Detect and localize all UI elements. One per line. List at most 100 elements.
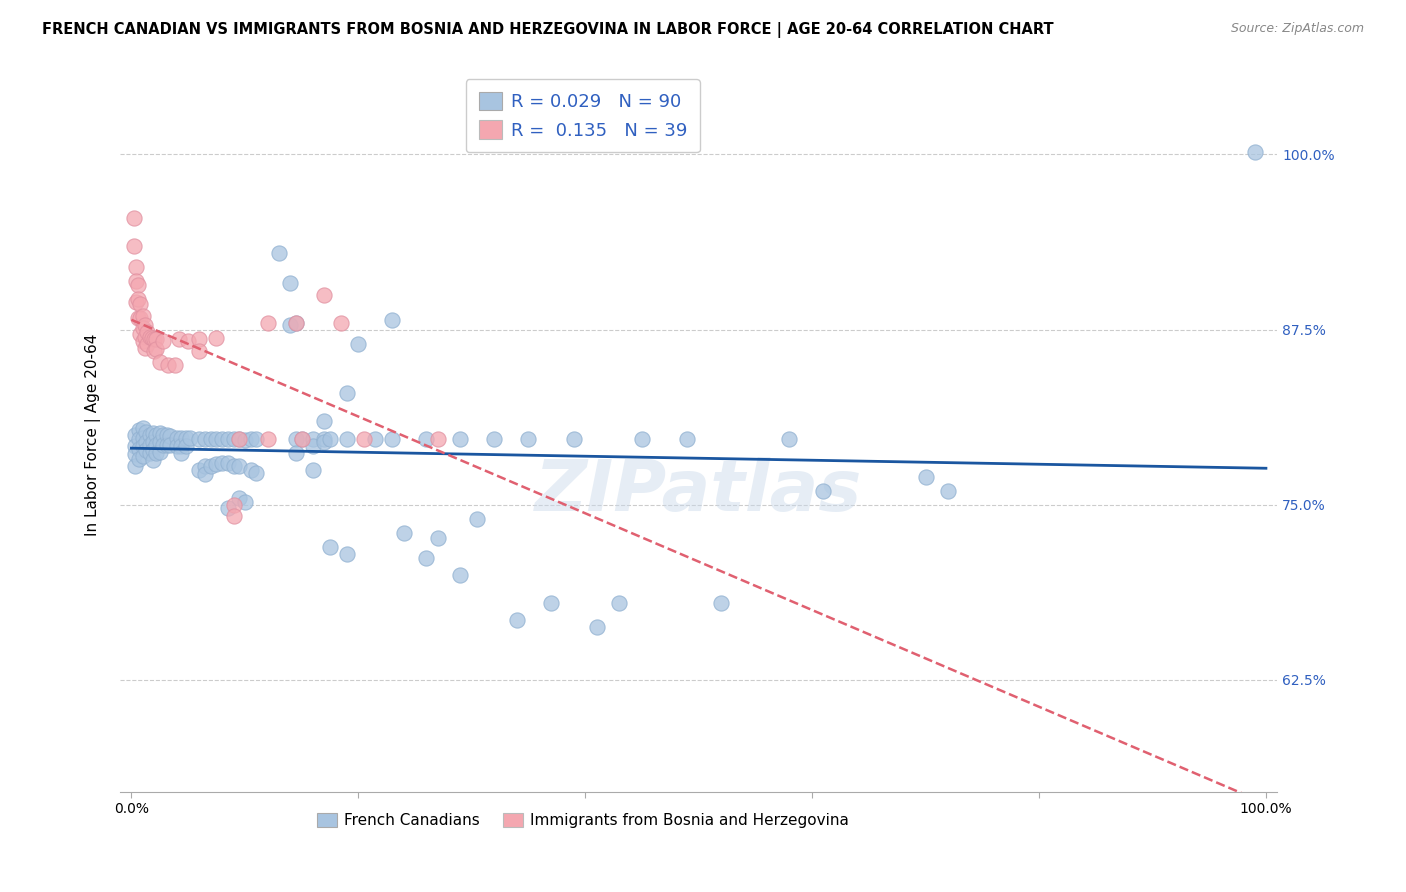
Point bbox=[132, 420, 155, 434]
Point bbox=[141, 331, 163, 345]
Point bbox=[127, 311, 149, 326]
Legend: French Canadians, Immigrants from Bosnia and Herzegovina: French Canadians, Immigrants from Bosnia… bbox=[311, 807, 855, 834]
Point bbox=[138, 437, 160, 451]
Point bbox=[381, 313, 404, 327]
Point bbox=[415, 432, 437, 446]
Point bbox=[211, 432, 233, 446]
Point bbox=[124, 439, 146, 453]
Point bbox=[302, 432, 325, 446]
Point bbox=[314, 287, 336, 301]
Point bbox=[134, 318, 156, 333]
Point bbox=[233, 434, 256, 448]
Point bbox=[217, 432, 239, 446]
Point bbox=[336, 432, 359, 446]
Point bbox=[517, 432, 540, 446]
Point bbox=[128, 424, 150, 438]
Point bbox=[302, 439, 325, 453]
Point bbox=[145, 343, 167, 357]
Point bbox=[813, 483, 835, 498]
Point bbox=[142, 426, 165, 441]
Point bbox=[290, 432, 312, 446]
Point bbox=[132, 309, 155, 323]
Point bbox=[129, 326, 152, 341]
Point bbox=[125, 274, 148, 288]
Point bbox=[149, 434, 172, 449]
Point bbox=[188, 463, 211, 477]
Point bbox=[188, 432, 211, 446]
Point bbox=[710, 596, 733, 610]
Point bbox=[132, 439, 155, 453]
Point bbox=[222, 432, 245, 446]
Point bbox=[149, 355, 172, 369]
Point bbox=[167, 333, 190, 347]
Point bbox=[170, 430, 193, 444]
Point bbox=[135, 425, 157, 439]
Point bbox=[319, 432, 342, 446]
Text: Source: ZipAtlas.com: Source: ZipAtlas.com bbox=[1230, 22, 1364, 36]
Point bbox=[540, 596, 562, 610]
Point bbox=[1243, 145, 1265, 159]
Point bbox=[159, 437, 181, 451]
Point bbox=[336, 385, 359, 400]
Point bbox=[284, 432, 307, 446]
Point bbox=[122, 211, 145, 225]
Point bbox=[449, 567, 471, 582]
Point bbox=[143, 333, 166, 347]
Point bbox=[163, 358, 186, 372]
Text: ZIPatlas: ZIPatlas bbox=[534, 458, 862, 526]
Point bbox=[205, 457, 228, 471]
Point bbox=[314, 434, 336, 449]
Point bbox=[152, 437, 174, 451]
Point bbox=[135, 434, 157, 449]
Point bbox=[336, 547, 359, 561]
Point bbox=[129, 297, 152, 311]
Point bbox=[353, 432, 375, 446]
Point bbox=[149, 444, 172, 458]
Point bbox=[347, 336, 370, 351]
Point bbox=[127, 277, 149, 292]
Point bbox=[506, 613, 529, 627]
Y-axis label: In Labor Force | Age 20-64: In Labor Force | Age 20-64 bbox=[86, 334, 101, 536]
Point bbox=[936, 483, 959, 498]
Point bbox=[156, 358, 179, 372]
Point bbox=[143, 343, 166, 358]
Point bbox=[228, 491, 250, 505]
Point bbox=[228, 432, 250, 446]
Point bbox=[245, 432, 267, 446]
Point bbox=[205, 432, 228, 446]
Point bbox=[278, 318, 301, 333]
Point bbox=[200, 458, 222, 473]
Point bbox=[135, 443, 157, 458]
Point bbox=[631, 432, 654, 446]
Point bbox=[205, 331, 228, 345]
Point bbox=[217, 456, 239, 470]
Point bbox=[145, 333, 167, 347]
Point bbox=[290, 432, 312, 446]
Point bbox=[381, 432, 404, 446]
Point bbox=[188, 333, 211, 347]
Point bbox=[138, 427, 160, 442]
Point bbox=[125, 260, 148, 274]
Point bbox=[132, 321, 155, 335]
Point bbox=[125, 294, 148, 309]
Point bbox=[124, 427, 146, 442]
Point bbox=[278, 277, 301, 291]
Point bbox=[217, 500, 239, 515]
Point bbox=[142, 453, 165, 467]
Text: FRENCH CANADIAN VS IMMIGRANTS FROM BOSNIA AND HERZEGOVINA IN LABOR FORCE | AGE 2: FRENCH CANADIAN VS IMMIGRANTS FROM BOSNI… bbox=[42, 22, 1054, 38]
Point bbox=[222, 498, 245, 512]
Point bbox=[138, 329, 160, 343]
Point bbox=[134, 329, 156, 343]
Point bbox=[585, 620, 607, 634]
Point bbox=[142, 434, 165, 449]
Point bbox=[145, 437, 167, 451]
Point bbox=[284, 446, 307, 460]
Point bbox=[239, 463, 262, 477]
Point bbox=[284, 316, 307, 330]
Point bbox=[128, 432, 150, 446]
Point bbox=[124, 458, 146, 473]
Point bbox=[170, 439, 193, 453]
Point bbox=[239, 432, 262, 446]
Point bbox=[426, 532, 449, 546]
Point bbox=[256, 432, 278, 446]
